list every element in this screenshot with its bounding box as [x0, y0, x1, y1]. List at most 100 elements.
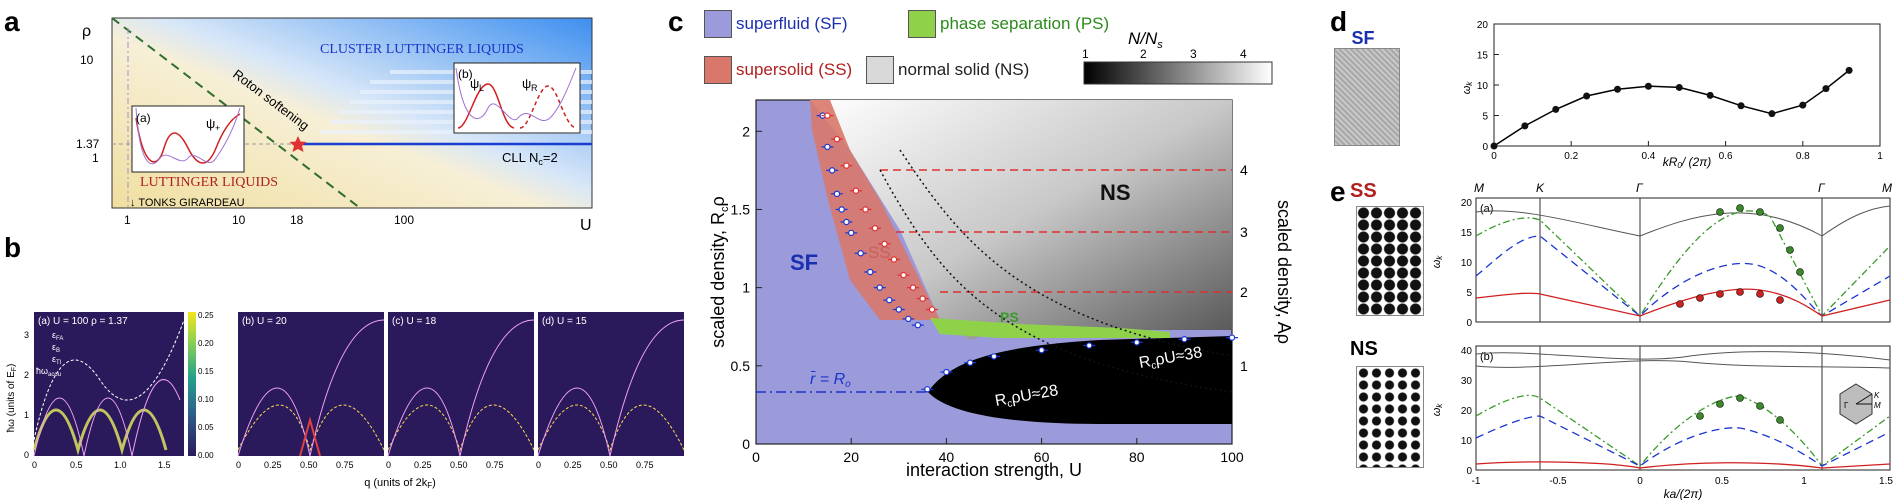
panel-a-xtick-10: 10: [232, 213, 246, 227]
panel-c-ytick: 1.5: [731, 201, 751, 217]
svg-text:M: M: [1882, 181, 1892, 195]
svg-text:10: 10: [1461, 436, 1473, 447]
svg-text:0: 0: [1466, 466, 1472, 477]
svg-text:0.75: 0.75: [486, 460, 504, 470]
svg-text:0.25: 0.25: [264, 460, 282, 470]
panel-c-label-ps: PS: [1000, 309, 1019, 325]
panel-c-marker: [876, 284, 883, 291]
panel-c-y-label: scaled density, Rcρ: [708, 196, 731, 347]
panel-e-top-tag: (a): [1480, 203, 1493, 215]
panel-c-marker: [824, 112, 831, 119]
panel-b-subplot-d: (d) U = 15 0 0.25 0.50 0.75: [536, 312, 685, 470]
panel-d-xtick: 0.4: [1641, 151, 1655, 162]
svg-text:(b) U = 20: (b) U = 20: [242, 316, 287, 327]
svg-text:R: R: [531, 83, 538, 93]
panel-b-subplot-c: (c) U = 18 0 0.25 0.50 0.75: [386, 312, 535, 470]
panel-e-bottom-blue-curve: [1475, 415, 1891, 467]
panel-c-marker: [828, 167, 836, 174]
panel-e-top-points: [1676, 204, 1804, 308]
panel-c-ytick: 0: [742, 436, 750, 452]
panel-c-marker: [843, 162, 850, 169]
svg-text:4: 4: [1240, 162, 1248, 178]
svg-text:0.15: 0.15: [198, 367, 214, 376]
panel-a-luttinger-label: LUTTINGER LIQUIDS: [140, 175, 278, 190]
panel-c-marker: [847, 229, 855, 237]
panel-e-bottom-plot: [1475, 345, 1891, 471]
panel-c-marker: [1038, 346, 1045, 354]
panel-c-xtick: 80: [1129, 449, 1145, 465]
panel-c-marker: [1133, 339, 1140, 346]
svg-text:1: 1: [1801, 476, 1807, 487]
panel-e-bottom-tag: (b): [1480, 351, 1493, 363]
panel-d-point: [1737, 102, 1745, 110]
panel-c-colorbar: [1083, 61, 1273, 85]
svg-text:0.75: 0.75: [336, 460, 354, 470]
panel-e-bottom-yticks: 0 10 20 30 40: [1461, 346, 1473, 477]
panel-b-colorbar: 0.25 0.20 0.15 0.10 0.05 0.00: [188, 311, 214, 460]
panel-d-point: [1799, 101, 1807, 109]
panel-c-marker: [909, 284, 917, 291]
panel-e-top-blue-curve: [1475, 235, 1891, 317]
panel-e-bz-hexagon: K M Γ: [1839, 383, 1881, 425]
svg-text:0: 0: [536, 460, 541, 470]
svg-text:K: K: [1874, 391, 1880, 400]
panel-a-xtick-18: 18: [290, 213, 304, 227]
panel-e-bottom-gray-curve: [1475, 351, 1891, 361]
panel-c-xtick: 0: [752, 449, 760, 465]
svg-text:(d) U = 15: (d) U = 15: [542, 316, 587, 327]
panel-d-ytick: 5: [1482, 112, 1488, 123]
svg-text:0: 0: [32, 460, 37, 470]
svg-text:K: K: [1536, 181, 1545, 195]
panel-c-label-ss: SS: [868, 243, 891, 262]
panel-label-c: c: [668, 6, 684, 37]
svg-text:L: L: [479, 83, 484, 93]
panel-d-points: [1490, 66, 1853, 150]
svg-text:+: +: [215, 123, 220, 133]
panel-e-ss-density-image: [1356, 206, 1424, 316]
region-ss: [810, 100, 940, 320]
panel-e-bottom-gray-curve-2: [1475, 360, 1891, 369]
region-ps: [930, 318, 1170, 338]
panel-d-ytick: 20: [1477, 20, 1489, 31]
legend-label-sf: superfluid (SF): [736, 14, 848, 33]
panel-d-point: [1583, 92, 1591, 100]
panel-e-ns-title: NS: [1350, 338, 1378, 360]
panel-e-xticks: -1 -0.5 0 0.5 1 1.5: [1472, 476, 1894, 487]
svg-text:(c) U = 18: (c) U = 18: [392, 316, 437, 327]
panel-b-subplot-a: (a) U = 100 ρ = 1.37 εFA εB εTI ħωacou 0…: [32, 312, 185, 470]
panel-e-ns-density-image: [1356, 366, 1424, 468]
panel-e-bottom-y-label: ωk: [1431, 403, 1444, 417]
panel-e-band-structure: M K Γ Γ M (a) (b) K: [1431, 181, 1894, 500]
svg-text:-0.5: -0.5: [1549, 476, 1567, 487]
panel-c-marker: [890, 256, 898, 263]
legend-label-ss: supersolid (SS): [736, 60, 853, 79]
svg-text:15: 15: [1461, 228, 1473, 239]
panel-d-point: [1490, 142, 1498, 150]
svg-text:1.0: 1.0: [114, 460, 127, 470]
panel-c-cbar-tick-4: 4: [1240, 47, 1247, 61]
panel-a-inset-b: (b) ψ L ψ R: [453, 62, 581, 134]
panel-c-marker: [857, 250, 864, 257]
svg-text:30: 30: [1461, 376, 1473, 387]
panel-c-marker: [833, 190, 841, 198]
panel-a-ytick-137: 1.37: [76, 137, 100, 151]
panel-e-top-yticks: 0 5 10 15 20: [1461, 198, 1473, 329]
svg-text:-1: -1: [1472, 476, 1481, 487]
panel-c-marker: [895, 306, 902, 313]
panel-d-plot-area: [1493, 23, 1881, 147]
panel-d-point: [1521, 122, 1529, 130]
panel-d-point: [1845, 66, 1853, 74]
panel-c-marker: [967, 359, 974, 366]
svg-text:M: M: [1474, 181, 1484, 195]
panel-c-cbar-tick-2: 2: [1140, 47, 1147, 61]
panel-a-inset-a: (a) ψ +: [131, 105, 245, 173]
panel-c-label-sf: SF: [790, 250, 818, 275]
panel-d-density-image: [1334, 48, 1400, 146]
panel-d-x-label: kR0/ (2π): [1663, 155, 1712, 170]
panel-c-iso-38-line: [899, 149, 1233, 357]
panel-d-title: SF: [1351, 28, 1375, 48]
svg-text:0: 0: [1466, 318, 1472, 329]
svg-text:20: 20: [1461, 198, 1473, 209]
svg-text:0.25: 0.25: [564, 460, 582, 470]
panel-c-marker: [928, 306, 936, 313]
